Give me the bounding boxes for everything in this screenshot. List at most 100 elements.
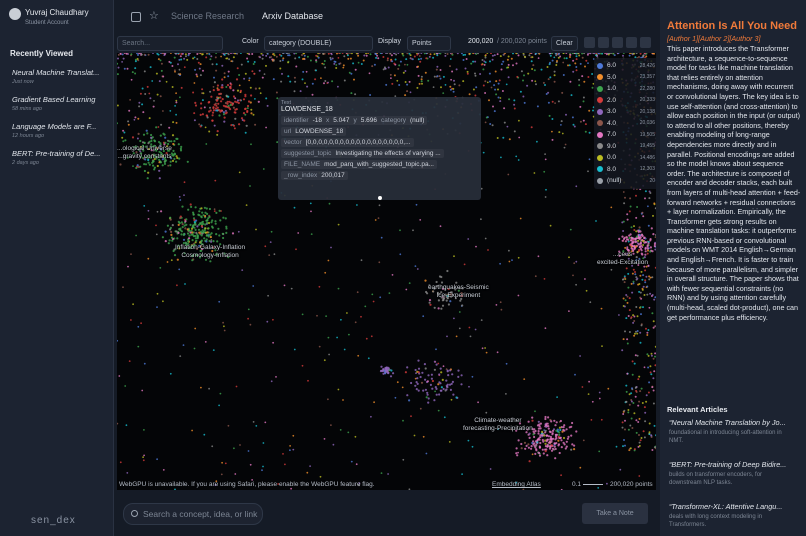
embedding-map[interactable]: ...ological Universe ...gravity constants… [117, 53, 656, 490]
selected-point[interactable] [378, 196, 382, 200]
related-title[interactable]: “Transformer-XL: Attentive Langu... [669, 502, 783, 511]
take-note-button[interactable]: Take a Note [582, 503, 648, 524]
point [626, 295, 629, 298]
sidebar-toggle[interactable] [131, 12, 141, 22]
legend-item[interactable]: 5.0 23,357 [597, 72, 655, 84]
point [159, 161, 162, 164]
point [464, 53, 467, 56]
point [597, 487, 600, 489]
point [220, 55, 222, 58]
point [515, 452, 518, 455]
point [542, 440, 545, 443]
point [216, 253, 219, 256]
point [639, 53, 642, 55]
point [634, 56, 637, 59]
point [168, 60, 171, 63]
theme-button[interactable] [598, 37, 609, 48]
point [160, 62, 163, 65]
legend-item[interactable]: 8.0 12,303 [597, 164, 655, 176]
point [500, 68, 503, 71]
legend-item[interactable]: 4.0 20,036 [597, 118, 655, 130]
point [187, 240, 190, 243]
color-select[interactable]: category (DOUBLE) [264, 36, 373, 51]
point [648, 197, 651, 200]
point [548, 441, 552, 444]
point [636, 315, 639, 318]
point [627, 249, 630, 252]
point [631, 241, 634, 244]
point [259, 56, 262, 59]
point [419, 60, 422, 63]
point [468, 326, 471, 329]
recent-title[interactable]: BERT: Pre-training of De... [12, 149, 101, 158]
legend-item[interactable]: 9.0 19,455 [597, 141, 655, 153]
point [466, 72, 469, 75]
legend-item[interactable]: (null) 20 [597, 175, 655, 187]
display-select[interactable]: Points [407, 36, 451, 51]
breadcrumb[interactable]: Science Research [171, 11, 245, 21]
legend-item[interactable]: 3.0 20,138 [597, 106, 655, 118]
legend-item[interactable]: 7.0 19,505 [597, 129, 655, 141]
legend-item[interactable]: 2.0 20,333 [597, 95, 655, 107]
legend-item[interactable]: 0.0 14,486 [597, 152, 655, 164]
legend-item[interactable]: 1.0 22,280 [597, 83, 655, 95]
point [628, 236, 631, 240]
concept-search[interactable]: Search a concept, idea, or link [123, 503, 263, 525]
point [133, 118, 136, 121]
point [251, 70, 254, 73]
point [208, 130, 211, 133]
point [638, 434, 640, 436]
point [635, 431, 638, 434]
point [192, 224, 195, 227]
point [315, 54, 318, 57]
point [305, 70, 308, 73]
point [624, 196, 626, 199]
recent-title[interactable]: Gradient Based Learning [12, 95, 96, 104]
point [213, 208, 216, 211]
breadcrumb[interactable]: Arxiv Database [262, 11, 324, 21]
recent-title[interactable]: Neural Machine Translat... [12, 68, 100, 77]
point [210, 232, 213, 235]
point [395, 53, 398, 56]
related-title[interactable]: “Neural Machine Translation by Jo... [669, 418, 786, 427]
point [413, 55, 416, 58]
point [183, 194, 185, 197]
point [498, 79, 501, 82]
point [625, 294, 628, 296]
search-icon [131, 510, 138, 517]
point [416, 382, 419, 385]
point [254, 87, 257, 90]
related-title[interactable]: “BERT: Pre-training of Deep Bidire... [669, 460, 787, 469]
point [159, 267, 162, 269]
point [639, 274, 642, 277]
point [214, 107, 218, 110]
point [433, 75, 436, 78]
field-key: url [284, 128, 292, 135]
avatar[interactable] [9, 8, 21, 20]
point [119, 461, 122, 464]
point [447, 303, 450, 306]
point [221, 53, 224, 54]
point [194, 68, 197, 71]
tooltip-field: y 5.696 [354, 117, 378, 124]
layout-button[interactable] [612, 37, 623, 48]
point [538, 451, 541, 455]
point [137, 54, 139, 56]
point [158, 150, 161, 153]
legend-item[interactable]: 6.0 28,426 [597, 60, 655, 72]
panel-button[interactable] [626, 37, 637, 48]
point [281, 53, 284, 54]
clear-button[interactable]: Clear [551, 36, 578, 51]
search-input[interactable]: Search... [117, 36, 223, 51]
split-button[interactable] [640, 37, 651, 48]
brand-link[interactable]: Embedding Atlas [492, 481, 541, 488]
point [147, 161, 150, 164]
point [315, 69, 317, 72]
recent-title[interactable]: Language Models are F... [12, 122, 97, 131]
settings-button[interactable] [584, 37, 595, 48]
star[interactable]: ☆ [149, 10, 159, 22]
point [294, 57, 297, 60]
point [462, 80, 465, 83]
point [334, 60, 337, 63]
point [376, 54, 379, 57]
